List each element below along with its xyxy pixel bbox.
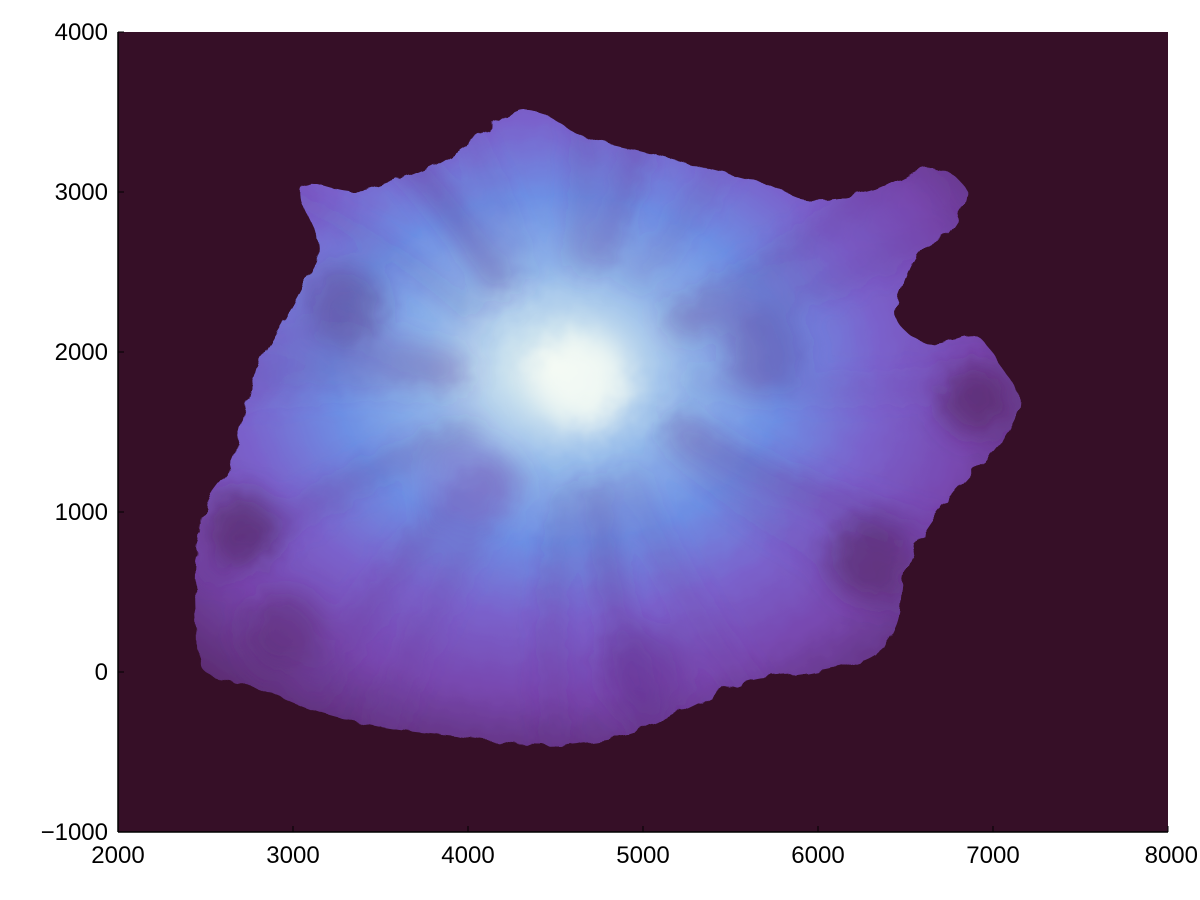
x-axis-ticks: 2000 3000 4000 5000 6000 7000 8000 <box>91 826 1198 869</box>
y-tick-label: 3000 <box>55 179 108 206</box>
terrain-shade-region <box>828 518 913 602</box>
terrain-valley <box>673 209 966 342</box>
terrain-shade-region <box>305 264 386 344</box>
terrain-shade-region <box>535 334 628 427</box>
terrain-valley <box>669 179 950 331</box>
x-tick-label: 2000 <box>91 842 144 869</box>
terrain-shade-region <box>599 628 687 716</box>
x-tick-label: 7000 <box>966 842 1019 869</box>
terrain-shade-region <box>422 442 514 534</box>
y-axis-ticks: −1000 0 1000 2000 3000 4000 <box>41 19 124 846</box>
y-tick-label: 1000 <box>55 499 108 526</box>
terrain-valley <box>378 108 528 280</box>
x-tick-label: 4000 <box>441 842 494 869</box>
x-tick-label: 6000 <box>791 842 844 869</box>
x-tick-label: 8000 <box>1145 842 1198 869</box>
y-tick-label: 4000 <box>55 19 108 46</box>
y-tick-label: −1000 <box>41 819 108 846</box>
terrain-valley <box>298 108 512 296</box>
terrain-shade-region <box>939 364 1012 436</box>
terrain-shade-region <box>725 312 806 392</box>
y-tick-label: 2000 <box>55 339 108 366</box>
terrain-valley <box>544 484 578 746</box>
y-tick-label: 0 <box>95 659 108 686</box>
terrain-shade-region <box>202 490 279 566</box>
terrain-valley <box>626 108 803 289</box>
plot-area <box>118 32 1168 832</box>
terrain-shade-region <box>244 592 325 672</box>
x-tick-label: 5000 <box>616 842 669 869</box>
x-tick-label: 3000 <box>266 842 319 869</box>
axes: 2000 3000 4000 5000 6000 7000 8000 −1000 0 1000 2… <box>41 19 1198 869</box>
